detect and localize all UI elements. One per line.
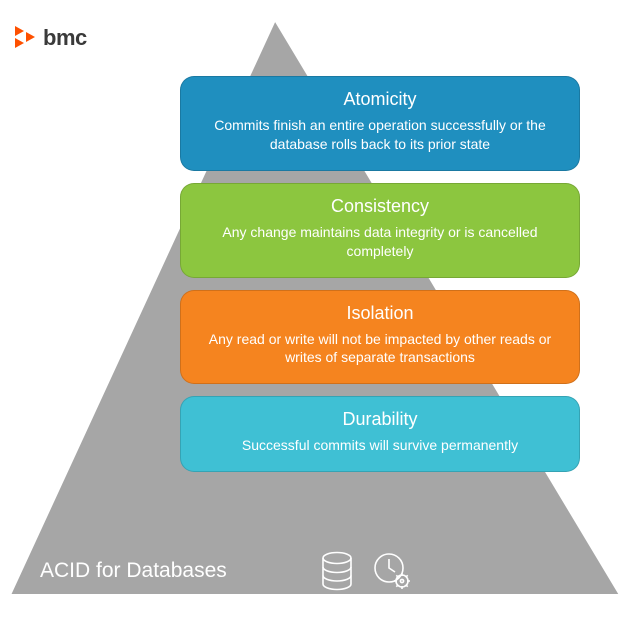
box-atomicity: Atomicity Commits finish an entire opera… <box>180 76 580 171</box>
footer-label: ACID for Databases <box>40 559 227 583</box>
box-desc: Any change maintains data integrity or i… <box>201 223 559 261</box>
box-durability: Durability Successful commits will survi… <box>180 396 580 472</box>
footer-icons <box>320 551 412 591</box>
box-title: Isolation <box>201 303 559 324</box>
bmc-mark-icon <box>15 26 37 50</box>
box-title: Consistency <box>201 196 559 217</box>
brand-name: bmc <box>43 25 87 51</box>
box-desc: Commits finish an entire operation succe… <box>201 116 559 154</box>
clock-gear-icon <box>372 551 412 591</box>
box-desc: Successful commits will survive permanen… <box>201 436 559 455</box>
box-title: Durability <box>201 409 559 430</box>
database-icon <box>320 551 354 591</box>
box-consistency: Consistency Any change maintains data in… <box>180 183 580 278</box>
acid-boxes: Atomicity Commits finish an entire opera… <box>180 76 580 472</box>
box-desc: Any read or write will not be impacted b… <box>201 330 559 368</box>
brand-logo: bmc <box>15 25 87 51</box>
box-title: Atomicity <box>201 89 559 110</box>
box-isolation: Isolation Any read or write will not be … <box>180 290 580 385</box>
